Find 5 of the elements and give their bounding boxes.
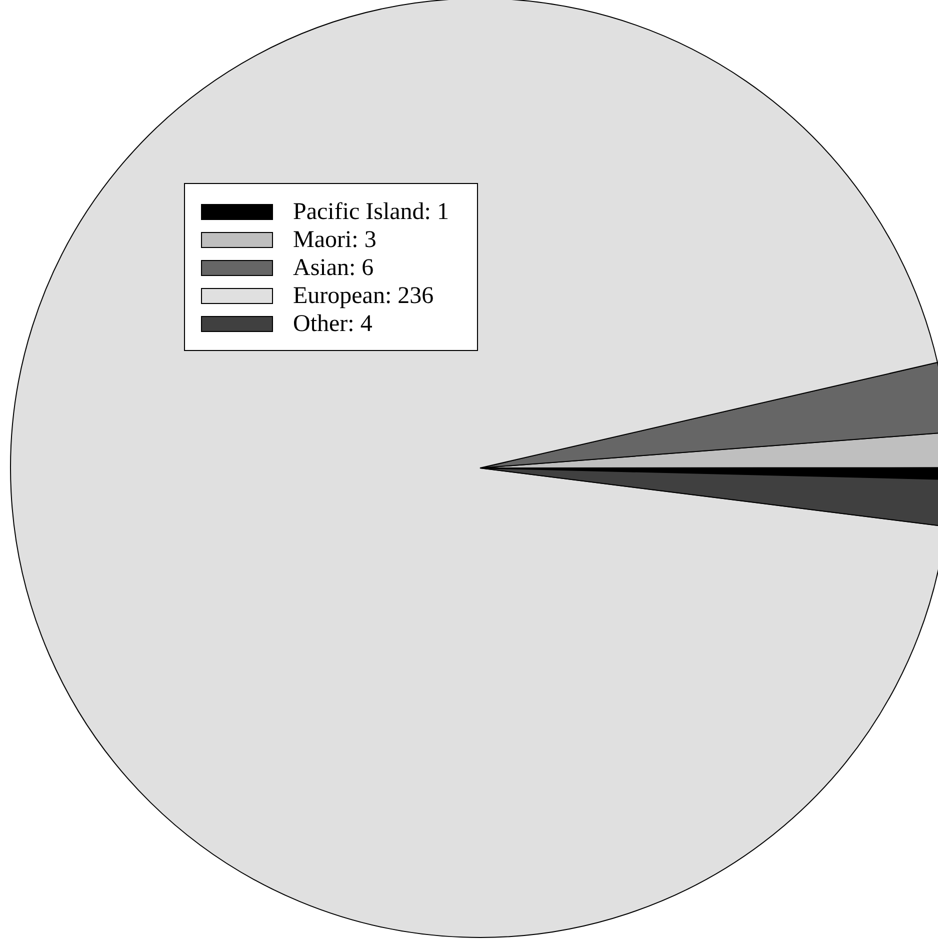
legend-label: Pacific Island: 1	[293, 198, 449, 226]
legend-label: Maori: 3	[293, 226, 376, 254]
legend-label: Other: 4	[293, 310, 372, 338]
legend-label: European: 236	[293, 282, 434, 310]
legend-label: Asian: 6	[293, 254, 374, 282]
